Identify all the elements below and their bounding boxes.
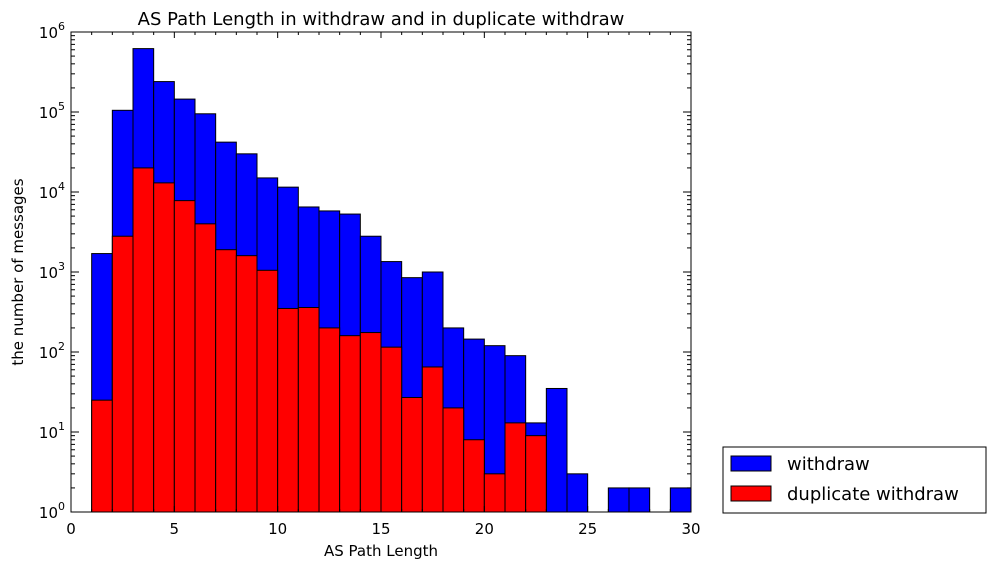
y-tick-label: 102 [39,340,65,362]
y-tick-label: 105 [39,100,65,122]
x-tick-label: 25 [578,520,597,538]
bar-duplicate-withdraw-14 [359,332,382,513]
bar-duplicate-withdraw-19 [463,439,485,513]
bar-duplicate-withdraw-3 [132,167,155,513]
y-tick-label: 101 [39,420,65,442]
chart-title: AS Path Length in withdraw and in duplic… [138,9,625,30]
x-tick-label: 15 [371,520,390,538]
bar-duplicate-withdraw-10 [277,307,299,513]
y-tick-label: 106 [39,20,65,42]
x-tick-label: 10 [268,520,287,538]
bar-withdraw-24 [566,473,589,513]
bar-duplicate-withdraw-12 [318,327,341,513]
legend-label-duplicate-withdraw: duplicate withdraw [787,484,959,505]
x-axis-label: AS Path Length [324,542,438,560]
y-tick-label: 103 [39,260,65,282]
x-axis-ticks: 0 5 10 15 20 25 30 [66,32,701,538]
bar-duplicate-withdraw-6 [194,223,217,513]
x-tick-label: 30 [681,520,700,538]
bar-withdraw-29 [669,487,692,513]
bar-withdraw-26 [607,487,630,513]
y-tick-label: 104 [39,180,65,202]
x-tick-label: 20 [475,520,494,538]
bar-duplicate-withdraw-7 [215,249,237,513]
bar-duplicate-withdraw-21 [504,422,527,513]
y-tick-label: 100 [39,500,65,522]
bar-duplicate-withdraw-17 [421,366,444,513]
bar-duplicate-withdraw-11 [297,306,320,513]
bar-withdraw-27 [628,487,651,513]
bar-withdraw-23 [545,387,568,513]
bar-duplicate-withdraw-2 [111,235,134,513]
y-axis-label: the number of messages [9,178,27,365]
bar-duplicate-withdraw-9 [256,269,279,513]
legend: withdraw duplicate withdraw [722,446,987,514]
bar-duplicate-withdraw-8 [235,255,258,513]
bar-duplicate-withdraw-15 [380,346,403,513]
x-tick-label: 5 [170,520,180,538]
bar-duplicate-withdraw-18 [442,407,465,513]
x-tick-label: 0 [66,520,76,538]
bar-duplicate-withdraw-13 [339,335,361,513]
legend-swatch-withdraw [730,455,772,472]
bar-duplicate-withdraw-16 [401,396,423,513]
bar-duplicate-withdraw-4 [153,182,175,513]
bar-duplicate-withdraw-5 [173,200,196,513]
bar-duplicate-withdraw-1 [91,399,113,513]
bar-duplicate-withdraw-22 [525,435,547,513]
legend-swatch-duplicate-withdraw [730,485,772,502]
bar-duplicate-withdraw-20 [483,473,506,513]
legend-label-withdraw: withdraw [787,454,870,475]
